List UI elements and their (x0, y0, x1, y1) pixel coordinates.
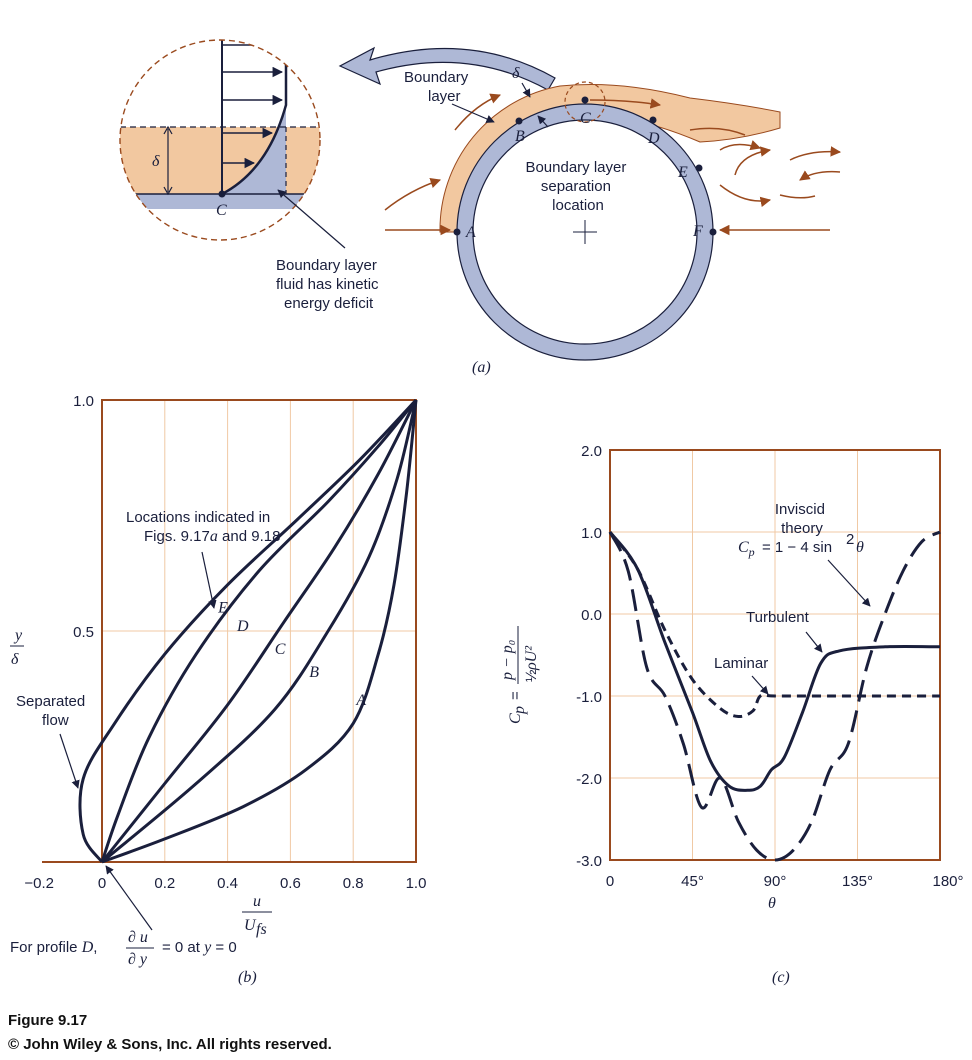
deficit-label: Boundary layer fluid has kinetic energy … (276, 257, 383, 312)
chart-b-series-label-c: C (275, 641, 286, 658)
inset-magnifier: δ C Boundary layer fluid has kinetic ene… (119, 39, 383, 312)
chart-c-inviscid-note: Inviscid theory (775, 501, 829, 537)
point-e-label: E (677, 164, 688, 181)
chart-c-ytick-label: 0.0 (581, 607, 602, 624)
svg-text:=: = (507, 691, 524, 700)
chart-c-frame (609, 449, 941, 861)
chart-b-xtick-label: −0.2 (24, 875, 54, 892)
chart-b-series-label-d: D (236, 618, 249, 635)
chart-c-xtick-label: 45° (681, 873, 704, 890)
chart-c-ytick-label: -3.0 (576, 853, 602, 870)
caption-b: (b) (238, 969, 257, 986)
point-a-label: A (465, 224, 476, 241)
chart-c-grid (610, 450, 940, 860)
chart-c-turbulent-note: Turbulent (746, 609, 810, 626)
chart-c-ytick-label: -1.0 (576, 689, 602, 706)
chart-b-locations-note: Locations indicated in Figs. 9.17a and 9… (126, 509, 280, 545)
panel-a: δ C Boundary layer fluid has kinetic ene… (119, 39, 842, 376)
chart-c-xtick-label: 90° (764, 873, 787, 890)
magnify-arrow (338, 46, 556, 91)
chart-b-xtick-label: 0.4 (217, 875, 238, 892)
chart-c-yticks: 2.0 1.0 0.0 -1.0 -2.0 -3.0 (576, 443, 602, 870)
chart-b-series-label-e: E (217, 600, 228, 617)
caption-c: (c) (772, 969, 790, 986)
point-c-label: C (580, 110, 591, 127)
chart-b-xticks: −0.2 0 0.2 0.4 0.6 0.8 1.0 (24, 875, 426, 892)
chart-b-ytick-label: 0.5 (73, 624, 94, 641)
chart-b-xtick-label: 0.2 (154, 875, 175, 892)
chart-b-series-c (100, 399, 418, 863)
chart-c-xticks: 0 45° 90° 135° 180° (606, 873, 964, 890)
svg-text:C: C (507, 713, 524, 724)
chart-b-ylabel-num: y (13, 627, 23, 644)
svg-text:½: ½ (523, 669, 540, 682)
chart-b-xtick-label: 1.0 (406, 875, 427, 892)
chart-b-ytick-label: 1.0 (73, 393, 94, 410)
chart-b-profile-note: For profile D, (10, 939, 97, 956)
chart-b-frame (101, 399, 417, 863)
chart-b-yticks: 0.5 1.0 (73, 393, 94, 641)
chart-c-formula: = 1 − 4 sin (762, 539, 832, 556)
chart-b-series-a (101, 399, 418, 864)
point-b-label: B (515, 128, 525, 145)
chart-c-xlabel: θ (768, 895, 776, 912)
chart-b-profile-end: = 0 at y = 0 (162, 939, 237, 956)
cylinder-diagram: A B C D E F Boundary layer δ Boundary la… (384, 65, 842, 361)
inset-delta-label: δ (152, 153, 160, 170)
chart-b-series-b (101, 399, 418, 864)
chart-c-xtick-label: 135° (842, 873, 873, 890)
panel-c: 0 45° 90° 135° 180° 2.01.00.0-1.0-2.0-3.0 θ … (499, 443, 964, 986)
separation-label: Boundary layer separation location (525, 159, 630, 214)
chart-b-partial-den: ∂ y (128, 951, 148, 968)
chart-c-xtick-label: 180° (932, 873, 963, 890)
chart-b-xtick-label: 0.6 (280, 875, 301, 892)
copyright: © John Wiley & Sons, Inc. All rights res… (8, 1036, 332, 1053)
chart-c-ylabel: C p = p − p₀ ½ ρU² (499, 626, 540, 724)
chart-c-xtick-label: 0 (606, 873, 614, 890)
chart-b-series-label-b: B (309, 664, 319, 681)
chart-c-formula-cp: Cp (738, 539, 755, 559)
delta-label: δ (512, 65, 520, 82)
chart-b-series: A B C DE (78, 398, 418, 864)
point-f-label: F (692, 223, 703, 240)
boundary-layer-label: Boundary layer (404, 69, 472, 105)
chart-c-series-turbulent (608, 531, 941, 792)
flow-arrows (384, 93, 842, 236)
svg-text:p − p₀: p − p₀ (499, 640, 516, 681)
chart-c-formula-exp: 2 (846, 531, 854, 548)
chart-b-series-e (78, 398, 418, 863)
inset-point-c-label: C (216, 202, 227, 219)
chart-b-xlabel-sub: fs (256, 921, 267, 938)
chart-b-separated-note: Separated flow (16, 693, 89, 729)
chart-b-series-label-a: A (355, 692, 366, 709)
chart-b-xlabel-den: U (244, 917, 257, 934)
chart-c-ytick-label: 2.0 (581, 443, 602, 460)
caption-a: (a) (472, 359, 491, 376)
svg-text:p: p (511, 706, 528, 715)
chart-b-series-d (100, 399, 418, 863)
svg-text:ρU²: ρU² (523, 645, 540, 671)
chart-c-series-laminar (608, 531, 940, 719)
point-d-label: D (647, 130, 660, 147)
chart-c-series (608, 530, 941, 862)
chart-c-formula-theta: θ (856, 539, 864, 556)
chart-c-series-inviscid-theory (608, 530, 941, 862)
chart-c-laminar-note: Laminar (714, 655, 768, 672)
chart-c-ytick-label: -2.0 (576, 771, 602, 788)
chart-b-xtick-label: 0.8 (343, 875, 364, 892)
chart-b-grid (102, 400, 416, 862)
chart-c-ytick-label: 1.0 (581, 525, 602, 542)
chart-b-ylabel-den: δ (11, 651, 19, 668)
chart-b-xlabel-num: u (253, 893, 261, 910)
figure-title: Figure 9.17 (8, 1012, 88, 1029)
chart-b-xtick-label: 0 (98, 875, 106, 892)
chart-b-partial-num: ∂ u (128, 929, 148, 946)
